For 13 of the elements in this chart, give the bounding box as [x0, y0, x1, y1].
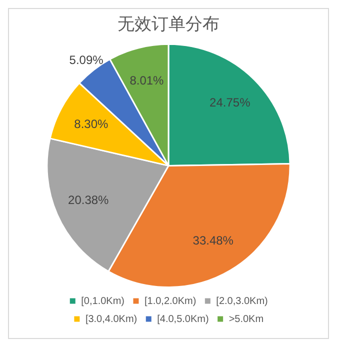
data-label: 33.48% — [192, 233, 234, 248]
data-label: 8.01% — [130, 73, 164, 88]
legend-label: [1.0,2.0Km) — [144, 296, 196, 307]
legend-label: >5.0Km — [228, 314, 264, 325]
data-label: 5.09% — [69, 52, 104, 67]
data-label: 20.38% — [68, 193, 110, 208]
legend-label: [2.0,3.0Km) — [216, 296, 268, 307]
chart-title: 无效订单分布 — [118, 14, 220, 35]
legend-label: [4.0,5.0Km) — [157, 314, 209, 325]
data-label: 24.75% — [210, 96, 251, 110]
data-label: 8.30% — [74, 117, 108, 132]
legend-label: [3.0,4.0Km) — [85, 314, 138, 325]
legend-label: [0,1.0Km) — [81, 296, 124, 307]
